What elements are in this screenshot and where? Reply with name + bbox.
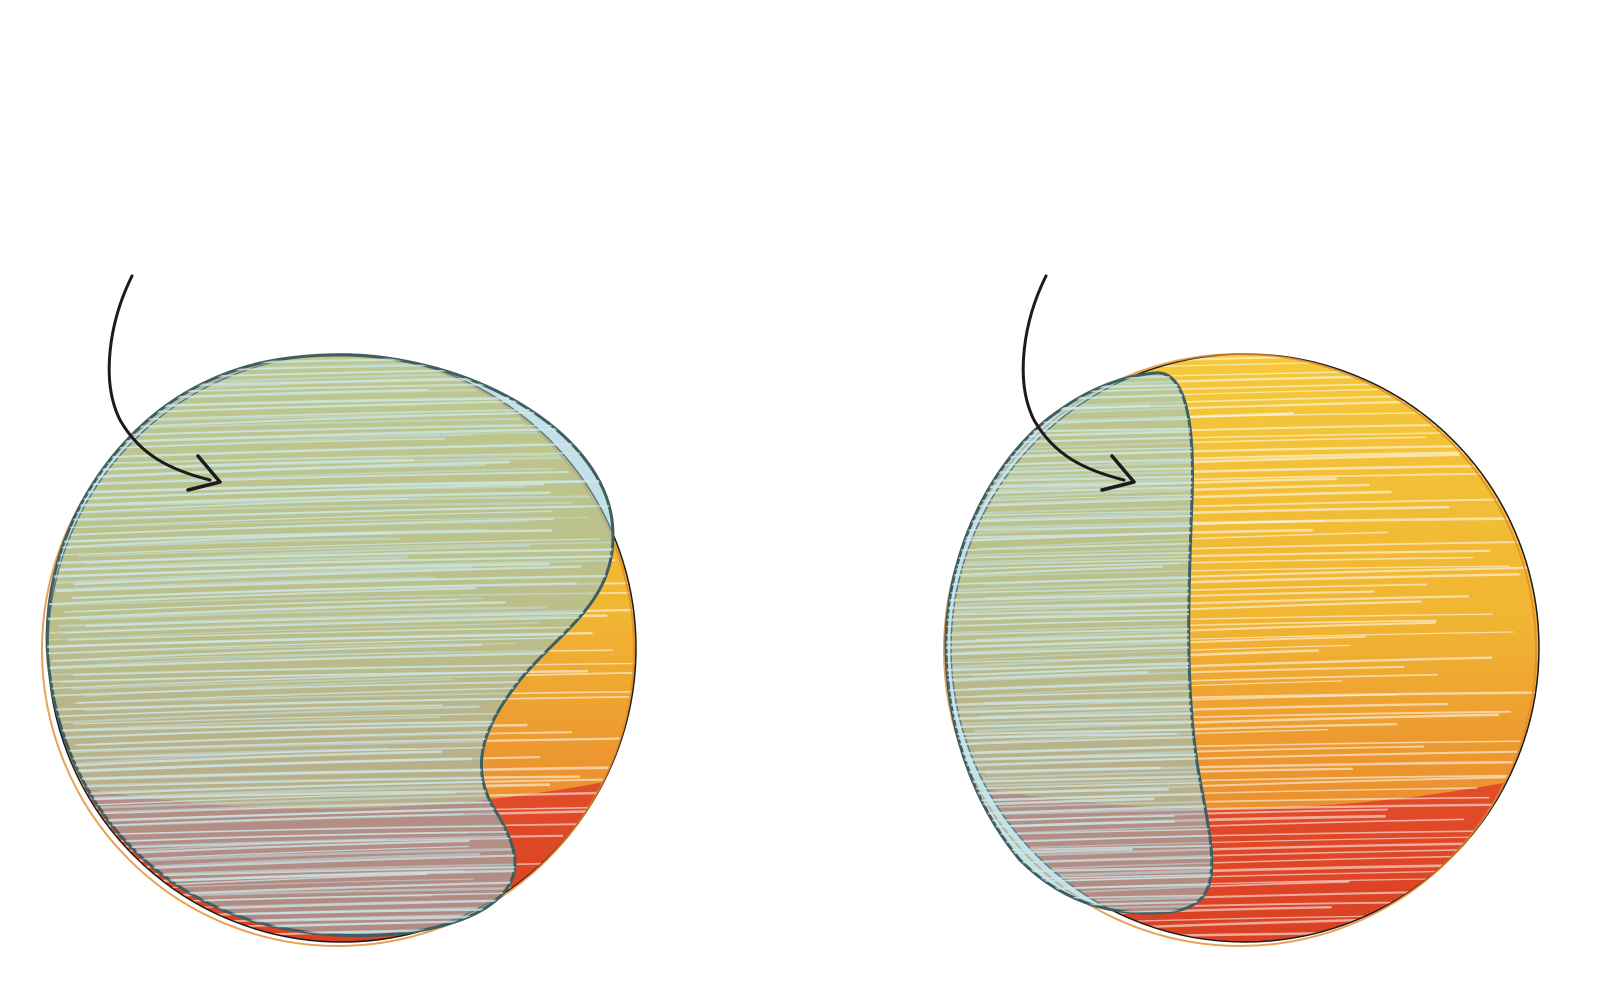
- left-panel: [41, 274, 637, 947]
- left-curved-arrow-icon: [107, 274, 222, 492]
- right-panel: [943, 274, 1540, 947]
- right-curved-arrow-icon: [1021, 274, 1136, 492]
